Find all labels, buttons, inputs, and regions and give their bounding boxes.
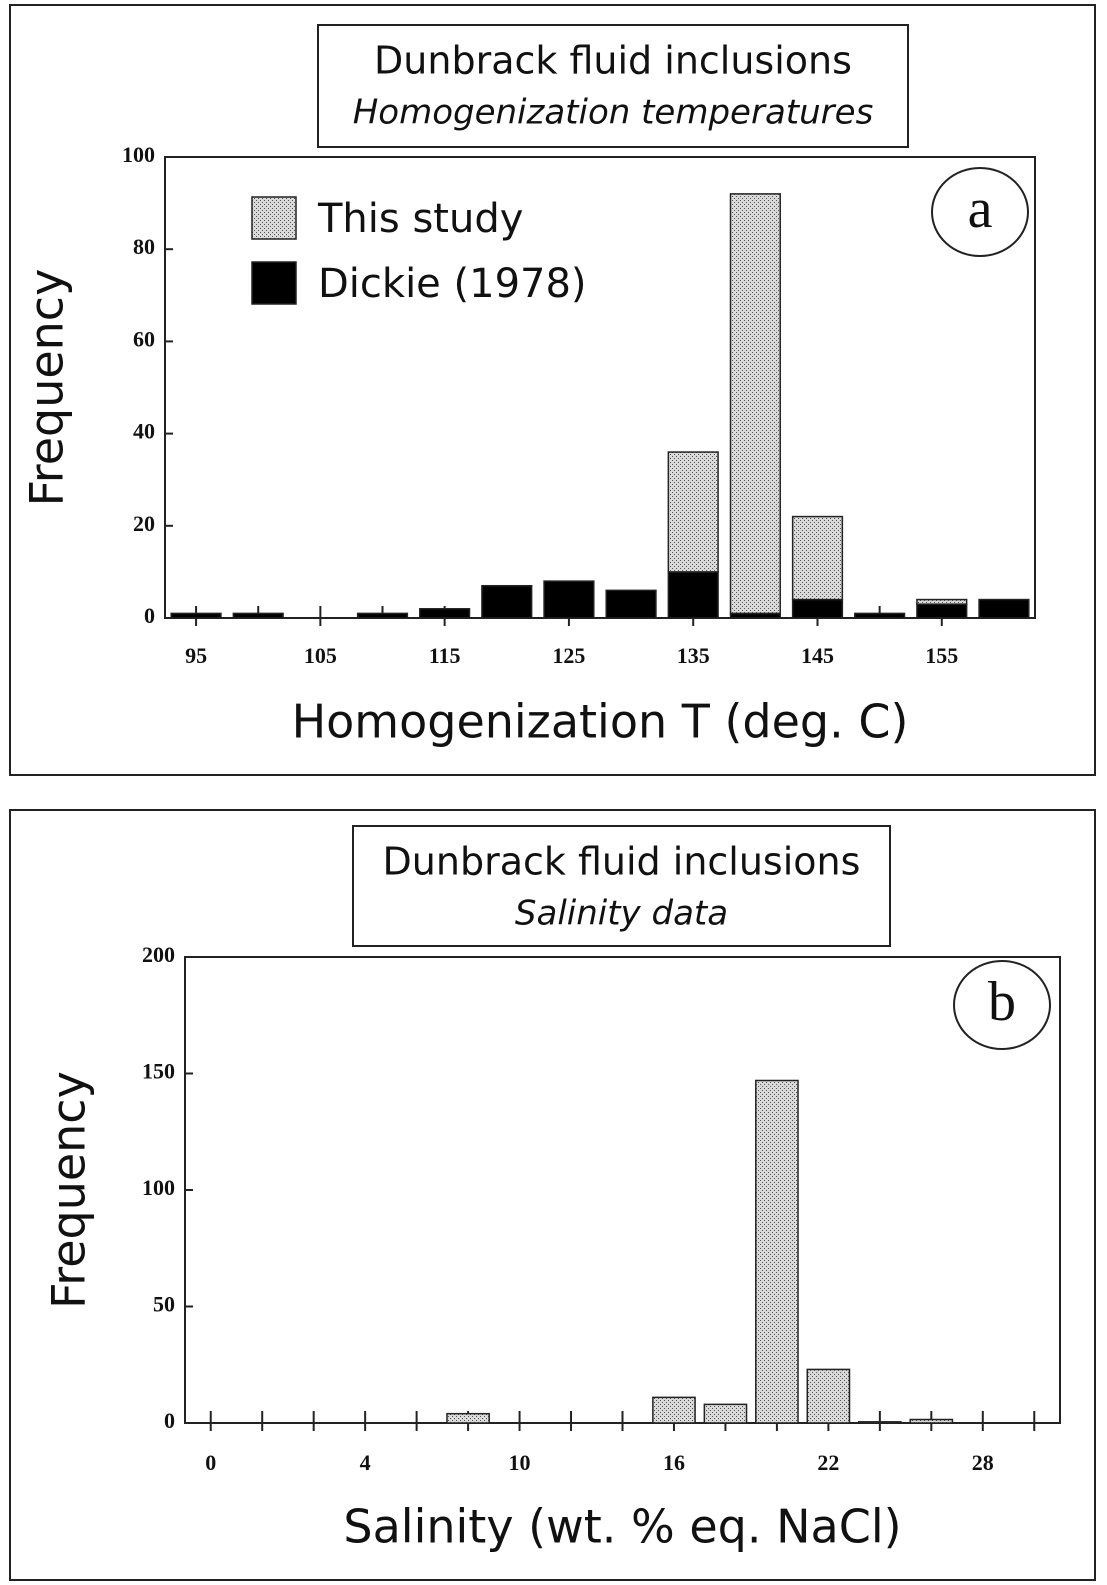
chart-title: Dunbrack fluid inclusions: [374, 39, 852, 83]
chart-subtitle: Salinity data: [515, 894, 728, 934]
x-tick-label: 4: [360, 1450, 371, 1475]
bar: [703, 1403, 748, 1424]
bar-segment: [481, 584, 533, 619]
chart-title: Dunbrack fluid inclusions: [383, 840, 861, 884]
bar-segment: [978, 598, 1030, 619]
panel-frame: [9, 809, 1096, 1581]
y-tick-label: 200: [142, 942, 175, 967]
y-axis-label: Frequency: [20, 269, 74, 507]
x-tick-label: 16: [663, 1450, 685, 1475]
bar-segment: [667, 451, 719, 573]
bar-segment: [667, 571, 719, 619]
y-tick-label: 100: [142, 1175, 175, 1200]
bar-segment: [791, 598, 844, 619]
y-tick-label: 20: [133, 511, 155, 536]
y-tick-label: 60: [133, 326, 155, 351]
bar-segment: [232, 612, 284, 619]
y-tick-label: 80: [133, 234, 155, 259]
bar-segment: [854, 612, 906, 619]
y-axis-label: Frequency: [42, 1071, 96, 1309]
y-tick-label: 100: [122, 142, 155, 167]
y-tick-label: 150: [142, 1059, 175, 1084]
y-tick-label: 50: [153, 1292, 175, 1317]
x-tick-label: 125: [552, 643, 585, 668]
y-tick-label: 0: [164, 1408, 175, 1433]
bar-segment: [729, 193, 781, 615]
chart-subtitle: Homogenization temperatures: [353, 93, 874, 133]
x-tick-label: 22: [817, 1450, 839, 1475]
bar: [806, 1368, 851, 1424]
x-tick-label: 145: [801, 643, 834, 668]
bar-segment: [419, 608, 471, 619]
plot-frame: [164, 156, 1036, 619]
bar-segment: [791, 515, 844, 601]
legend-label: Dickie (1978): [318, 261, 587, 307]
x-axis-label: Homogenization T (deg. C): [292, 695, 909, 749]
y-tick-label: 0: [144, 603, 155, 628]
x-tick-label: 0: [205, 1450, 216, 1475]
panel-label-circle: [931, 167, 1029, 257]
x-tick-label: 115: [429, 643, 461, 668]
bar-segment: [170, 612, 222, 619]
x-tick-label: 28: [972, 1450, 994, 1475]
bar-segment: [916, 603, 968, 619]
panel-label: a: [968, 178, 993, 240]
bar-segment: [916, 598, 968, 605]
bar: [652, 1396, 696, 1424]
bar-segment: [605, 589, 657, 619]
bar: [446, 1412, 490, 1424]
bar: [858, 1421, 902, 1424]
bar-segment: [543, 580, 595, 619]
panel-label-circle: [953, 960, 1051, 1050]
title-box: [352, 825, 891, 947]
x-tick-label: 95: [185, 643, 207, 668]
x-tick-label: 105: [304, 643, 337, 668]
x-tick-label: 10: [509, 1450, 531, 1475]
plot-frame: [184, 956, 1061, 1424]
bar: [909, 1418, 954, 1424]
bar-segment: [356, 612, 409, 619]
legend-swatch: [251, 261, 297, 305]
x-tick-label: 155: [925, 643, 958, 668]
bar: [755, 1079, 799, 1424]
x-tick-label: 135: [677, 643, 710, 668]
title-box: [317, 24, 909, 148]
panel-frame: [9, 4, 1096, 776]
legend-swatch: [251, 196, 297, 240]
x-axis-label: Salinity (wt. % eq. NaCl): [343, 1500, 901, 1554]
legend-label: This study: [317, 196, 523, 242]
y-tick-label: 40: [133, 419, 155, 444]
panel-label: b: [988, 971, 1016, 1033]
